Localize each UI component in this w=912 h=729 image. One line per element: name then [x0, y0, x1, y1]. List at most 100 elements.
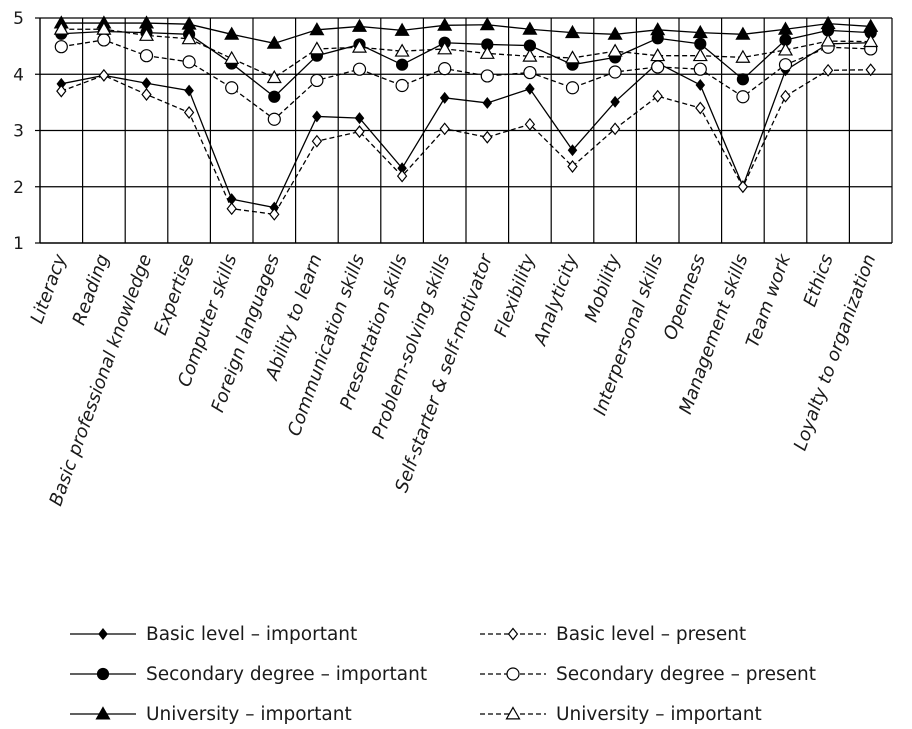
- legend-label: Secondary degree – present: [556, 664, 816, 685]
- data-point: [352, 62, 367, 76]
- data-point: [268, 90, 281, 103]
- data-point: [650, 22, 666, 36]
- x-label-reading: Reading: [69, 252, 114, 329]
- data-point: [480, 69, 494, 83]
- series-line: [61, 28, 871, 79]
- y-tick-label: 5: [13, 9, 24, 29]
- data-point: [266, 35, 282, 49]
- x-label-loyalty-to-organization: Loyalty to organization: [790, 252, 881, 454]
- y-tick-label: 3: [13, 122, 24, 142]
- data-point: [693, 62, 707, 76]
- data-point: [780, 89, 791, 103]
- data-point: [396, 58, 409, 71]
- series-line: [61, 69, 871, 216]
- legend-item: University – important: [70, 704, 352, 725]
- data-point: [608, 65, 622, 79]
- data-point: [694, 37, 707, 50]
- data-point: [695, 101, 706, 115]
- data-point: [523, 65, 537, 80]
- legend-marker: [96, 667, 110, 681]
- data-point: [522, 21, 538, 35]
- data-point: [777, 21, 794, 35]
- data-point: [56, 84, 67, 98]
- legend-marker: [98, 628, 108, 640]
- legend-label: Basic level – important: [146, 624, 357, 645]
- data-point: [565, 81, 580, 95]
- y-tick-label: 4: [13, 65, 24, 85]
- data-point: [564, 24, 581, 39]
- data-point: [310, 73, 324, 88]
- data-point: [396, 169, 408, 183]
- data-point: [482, 130, 493, 144]
- series-line: [61, 42, 871, 209]
- data-point: [97, 33, 111, 47]
- data-point: [226, 202, 237, 216]
- data-point: [692, 47, 708, 62]
- data-point: [737, 180, 749, 194]
- series-line: [61, 29, 871, 98]
- data-point: [652, 89, 663, 103]
- legend: Basic level – important Secondary degree …: [70, 624, 816, 725]
- data-point: [522, 48, 538, 62]
- x-label-mobility: Mobility: [581, 251, 625, 325]
- data-point: [267, 112, 281, 126]
- data-point: [309, 41, 325, 55]
- series-line: [61, 39, 871, 121]
- series-6: [53, 21, 879, 84]
- legend-marker: [95, 706, 111, 720]
- data-point: [351, 18, 368, 32]
- data-point: [863, 33, 879, 48]
- data-point: [354, 112, 365, 125]
- x-label-flexibility: Flexibility: [490, 251, 539, 340]
- x-label-analyticity: Analyticity: [530, 251, 583, 349]
- legend-item: Basic level – present: [480, 624, 746, 645]
- data-point: [736, 90, 750, 104]
- data-point: [354, 125, 365, 139]
- legend-marker: [506, 667, 520, 681]
- data-point: [735, 49, 751, 63]
- data-point: [224, 50, 240, 64]
- y-tick-labels: 1 2 3 4 5: [13, 9, 24, 254]
- data-point: [437, 41, 453, 55]
- legend-label: Secondary degree – important: [146, 664, 427, 685]
- data-point: [182, 55, 196, 69]
- data-point: [820, 15, 836, 30]
- data-point: [607, 43, 623, 57]
- data-point: [312, 110, 322, 123]
- data-point: [567, 144, 578, 157]
- data-point: [735, 26, 751, 40]
- data-point: [695, 78, 706, 91]
- legend-item: University – important: [480, 704, 762, 725]
- gridlines: [40, 17, 892, 243]
- data-point: [53, 21, 69, 35]
- axes: [35, 17, 893, 244]
- data-point: [482, 96, 493, 109]
- data-point: [266, 69, 282, 84]
- data-point: [479, 17, 495, 31]
- series-lines: [53, 15, 879, 221]
- data-point: [394, 43, 410, 57]
- legend-marker: [505, 706, 521, 720]
- x-label-literacy: Literacy: [27, 251, 72, 326]
- data-point: [394, 22, 410, 36]
- data-point: [311, 134, 323, 148]
- data-point: [439, 91, 450, 104]
- data-point: [479, 45, 495, 59]
- x-label-ethics: Ethics: [800, 252, 838, 310]
- data-point: [651, 60, 665, 74]
- data-point: [692, 24, 708, 39]
- data-point: [98, 68, 110, 82]
- data-point: [778, 58, 793, 72]
- series-5: [53, 15, 879, 49]
- data-point: [309, 22, 325, 36]
- x-label-expertise: Expertise: [150, 252, 199, 339]
- data-point: [269, 207, 280, 221]
- data-point: [863, 18, 879, 32]
- data-point: [736, 73, 750, 86]
- data-point: [141, 88, 152, 101]
- legend-item: Basic level – important: [70, 624, 357, 645]
- series-line: [61, 22, 871, 44]
